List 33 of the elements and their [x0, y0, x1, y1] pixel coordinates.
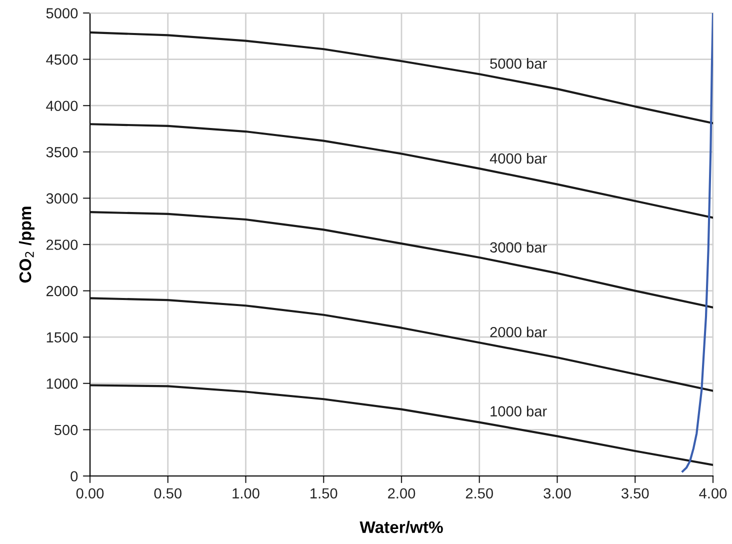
series-label: 2000 bar: [490, 326, 547, 338]
series-label: 1000 bar: [490, 406, 547, 416]
y-tick-label: 3500: [46, 147, 78, 158]
line-series: [90, 123, 713, 219]
x-axis-title: Water/wt%: [360, 520, 443, 534]
x-tick-label: 4.00: [699, 488, 727, 499]
y-tick-label: 2000: [46, 286, 78, 296]
y-tick-label: 1500: [46, 332, 78, 343]
y-tick-label: 5000: [46, 8, 78, 18]
y-tick-label: 4000: [46, 100, 78, 112]
x-tick-label: 1.50: [310, 488, 338, 499]
series-label: 4000 bar: [490, 152, 547, 164]
y-tick-label: 0: [70, 471, 78, 482]
x-tick-label: 2.50: [466, 488, 493, 499]
x-tick-label: 3.50: [621, 488, 649, 499]
series-label: 3000 bar: [490, 242, 547, 253]
x-tick-label: 2.00: [388, 488, 416, 499]
line-series: [682, 13, 713, 472]
x-tick-label: 3.00: [544, 488, 571, 499]
x-tick-label: 0.00: [76, 488, 104, 499]
line-series: [90, 211, 713, 309]
y-tick-label: 2500: [46, 240, 78, 250]
series-label: 5000 bar: [490, 58, 547, 69]
y-axis-title: CO$_{2}$ /ppm: [18, 206, 35, 283]
y-tick-label: 3000: [46, 193, 78, 204]
x-tick-label: 1.00: [232, 488, 260, 499]
x-tick-label: 0.50: [154, 488, 182, 499]
line-series: [90, 31, 713, 124]
y-tick-label: 4500: [46, 54, 78, 65]
y-tick-label: 1000: [46, 378, 78, 389]
line-series: [90, 297, 713, 392]
y-tick-label: 500: [54, 424, 78, 436]
line-series: [90, 384, 713, 466]
